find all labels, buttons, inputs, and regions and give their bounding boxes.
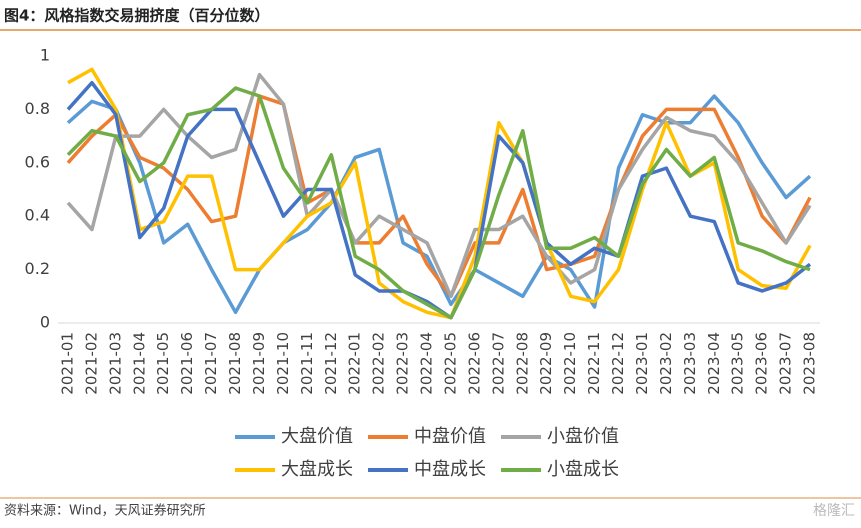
x-tick-label: 2022-03 (394, 332, 412, 395)
x-tick-label: 2022-09 (537, 332, 555, 395)
x-tick-label: 2021-03 (106, 332, 124, 395)
legend-label: 中盘价值 (414, 426, 486, 447)
x-tick-label: 2021-01 (59, 332, 77, 395)
legend-label: 大盘价值 (281, 426, 353, 447)
watermark: 格隆汇 (813, 503, 855, 519)
x-tick-label: 2021-02 (82, 332, 100, 395)
x-tick-label: 2021-07 (202, 332, 220, 395)
chart-title: 图4：风格指数交易拥挤度（百分位数） (4, 7, 269, 25)
x-tick-label: 2022-04 (418, 332, 436, 395)
x-tick-label: 2023-05 (729, 332, 747, 395)
legend-label: 中盘成长 (414, 459, 486, 480)
series-line (67, 67, 812, 320)
series-line (66, 94, 812, 299)
legend-label: 大盘成长 (281, 459, 353, 480)
x-tick-label: 2023-08 (801, 332, 819, 395)
series-line (66, 86, 811, 320)
x-tick-label: 2023-06 (753, 332, 771, 395)
x-tick-label: 2022-07 (489, 332, 507, 395)
y-tick-label: 0.4 (25, 206, 50, 225)
x-tick-label: 2021-11 (298, 332, 316, 395)
x-tick-label: 2022-12 (609, 332, 627, 395)
x-tick-label: 2022-11 (585, 332, 603, 395)
x-tick-label: 2023-03 (681, 332, 699, 395)
x-tick-label: 2023-01 (633, 332, 651, 395)
y-tick-label: 0.6 (25, 152, 50, 171)
y-tick-label: 1 (40, 46, 50, 65)
x-tick-label: 2022-06 (465, 332, 483, 395)
x-tick-label: 2021-06 (178, 332, 196, 395)
x-tick-label: 2021-08 (226, 332, 244, 395)
legend-label: 小盘成长 (547, 459, 619, 480)
y-tick-label: 0.2 (25, 259, 50, 278)
x-tick-label: 2022-02 (370, 332, 388, 395)
y-tick-label: 0.8 (25, 99, 50, 118)
x-tick-label: 2022-10 (561, 332, 579, 395)
x-tick-label: 2022-01 (346, 332, 364, 395)
y-tick-label: 0 (40, 313, 50, 332)
x-tick-label: 2023-04 (705, 332, 723, 395)
source: 资料来源：Wind，天风证券研究所 (4, 503, 206, 519)
x-tick-label: 2021-04 (130, 332, 148, 395)
x-tick-label: 2021-09 (250, 332, 268, 395)
x-tick-label: 2022-05 (441, 332, 459, 395)
x-tick-label: 2023-07 (777, 332, 795, 395)
x-tick-label: 2022-08 (513, 332, 531, 395)
x-tick-label: 2023-02 (657, 332, 675, 395)
x-tick-label: 2021-12 (322, 332, 340, 395)
x-tick-label: 2021-10 (274, 332, 292, 395)
series-line (66, 72, 812, 299)
x-tick-label: 2021-05 (154, 332, 172, 395)
legend-label: 小盘价值 (547, 426, 619, 447)
